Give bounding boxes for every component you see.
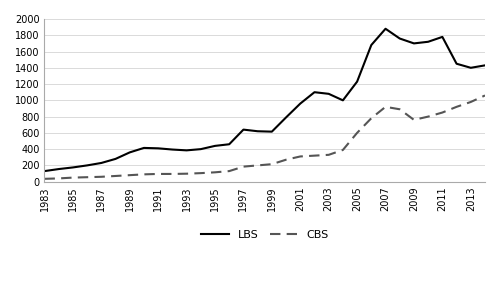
- CBS: [112, 174, 118, 178]
- CBS: [269, 162, 275, 166]
- CBS: [84, 175, 90, 179]
- CBS: [56, 177, 62, 180]
- LBS: [382, 27, 388, 31]
- LBS: [368, 43, 374, 47]
- CBS: [468, 100, 474, 104]
- CBS: [411, 118, 417, 122]
- LBS: [42, 169, 48, 173]
- LBS: [56, 167, 62, 171]
- Legend: LBS, CBS: LBS, CBS: [196, 225, 333, 244]
- CBS: [340, 148, 346, 152]
- LBS: [240, 128, 246, 131]
- LBS: [269, 130, 275, 134]
- CBS: [42, 177, 48, 181]
- CBS: [440, 111, 446, 114]
- CBS: [198, 171, 204, 175]
- CBS: [170, 172, 175, 176]
- LBS: [326, 92, 332, 96]
- CBS: [212, 170, 218, 174]
- CBS: [382, 105, 388, 109]
- LBS: [212, 144, 218, 148]
- LBS: [468, 66, 474, 70]
- LBS: [155, 146, 161, 150]
- LBS: [226, 142, 232, 146]
- LBS: [84, 163, 90, 167]
- LBS: [340, 99, 346, 102]
- LBS: [184, 149, 190, 152]
- LBS: [198, 147, 204, 151]
- LBS: [141, 146, 147, 150]
- CBS: [184, 172, 190, 176]
- CBS: [326, 153, 332, 157]
- CBS: [98, 175, 104, 179]
- LBS: [254, 129, 260, 133]
- CBS: [482, 94, 488, 97]
- CBS: [126, 173, 132, 177]
- LBS: [298, 102, 304, 106]
- LBS: [411, 41, 417, 45]
- CBS: [141, 173, 147, 176]
- CBS: [283, 158, 289, 162]
- Line: LBS: LBS: [44, 29, 485, 171]
- LBS: [112, 157, 118, 161]
- LBS: [98, 161, 104, 165]
- CBS: [155, 172, 161, 176]
- CBS: [70, 176, 76, 179]
- CBS: [226, 169, 232, 173]
- CBS: [240, 165, 246, 168]
- CBS: [368, 117, 374, 120]
- CBS: [254, 163, 260, 167]
- LBS: [170, 148, 175, 151]
- LBS: [312, 90, 318, 94]
- CBS: [354, 131, 360, 135]
- CBS: [396, 107, 402, 111]
- Line: CBS: CBS: [44, 95, 485, 179]
- LBS: [70, 166, 76, 169]
- LBS: [283, 116, 289, 119]
- LBS: [396, 37, 402, 40]
- LBS: [126, 151, 132, 154]
- LBS: [425, 40, 431, 44]
- LBS: [440, 35, 446, 39]
- CBS: [298, 155, 304, 158]
- CBS: [312, 154, 318, 157]
- LBS: [454, 62, 460, 66]
- LBS: [482, 63, 488, 67]
- CBS: [454, 105, 460, 109]
- CBS: [425, 115, 431, 118]
- LBS: [354, 80, 360, 84]
